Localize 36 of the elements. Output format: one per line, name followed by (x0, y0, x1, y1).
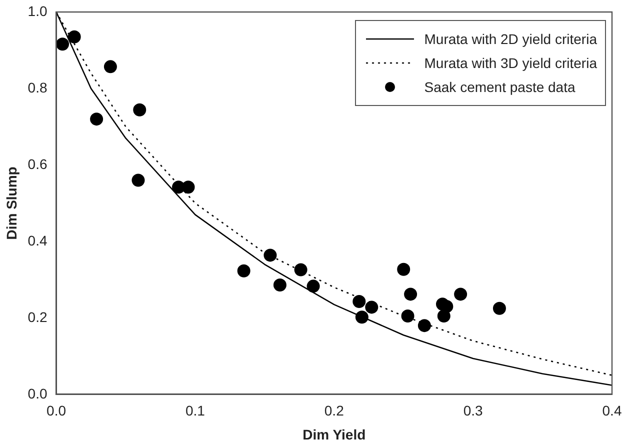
point (306, 280, 320, 293)
point (365, 300, 378, 314)
point (492, 302, 506, 315)
x-axis-title: Dim Yield (302, 426, 366, 442)
y-tick-label: 0.0 (28, 385, 48, 402)
legend-label: Murata with 2D yield criteria (424, 30, 597, 49)
point (273, 278, 286, 292)
point (294, 263, 308, 276)
y-tick-label: 0.4 (28, 232, 48, 248)
point (182, 180, 195, 194)
point (68, 30, 81, 44)
point (454, 288, 468, 301)
point (264, 248, 277, 262)
y-tick-label: 0.6 (28, 156, 48, 172)
y-tick-label: 0.2 (28, 308, 48, 325)
y-axis-title: Dim Slump (3, 166, 20, 240)
x-tick-label: 0.1 (185, 402, 206, 419)
point (404, 288, 418, 301)
point (418, 319, 431, 332)
y-tick-label: 1.0 (28, 2, 48, 19)
point (237, 264, 250, 278)
point (401, 310, 414, 323)
point (132, 174, 145, 187)
x-tick-label: 0.0 (46, 402, 66, 419)
point (56, 38, 70, 51)
y-tick-label: 0.8 (28, 79, 48, 96)
point (104, 60, 117, 74)
x-tick-label: 0.2 (324, 402, 344, 419)
legend-label: Saak cement paste data (424, 78, 576, 97)
x-tick-label: 0.3 (463, 402, 484, 419)
point (397, 262, 410, 276)
x-tick-label: 0.4 (602, 402, 622, 419)
point (90, 112, 104, 126)
legend-label: Murata with 3D yield criteria (424, 54, 597, 73)
point (352, 294, 366, 308)
point (133, 103, 146, 116)
